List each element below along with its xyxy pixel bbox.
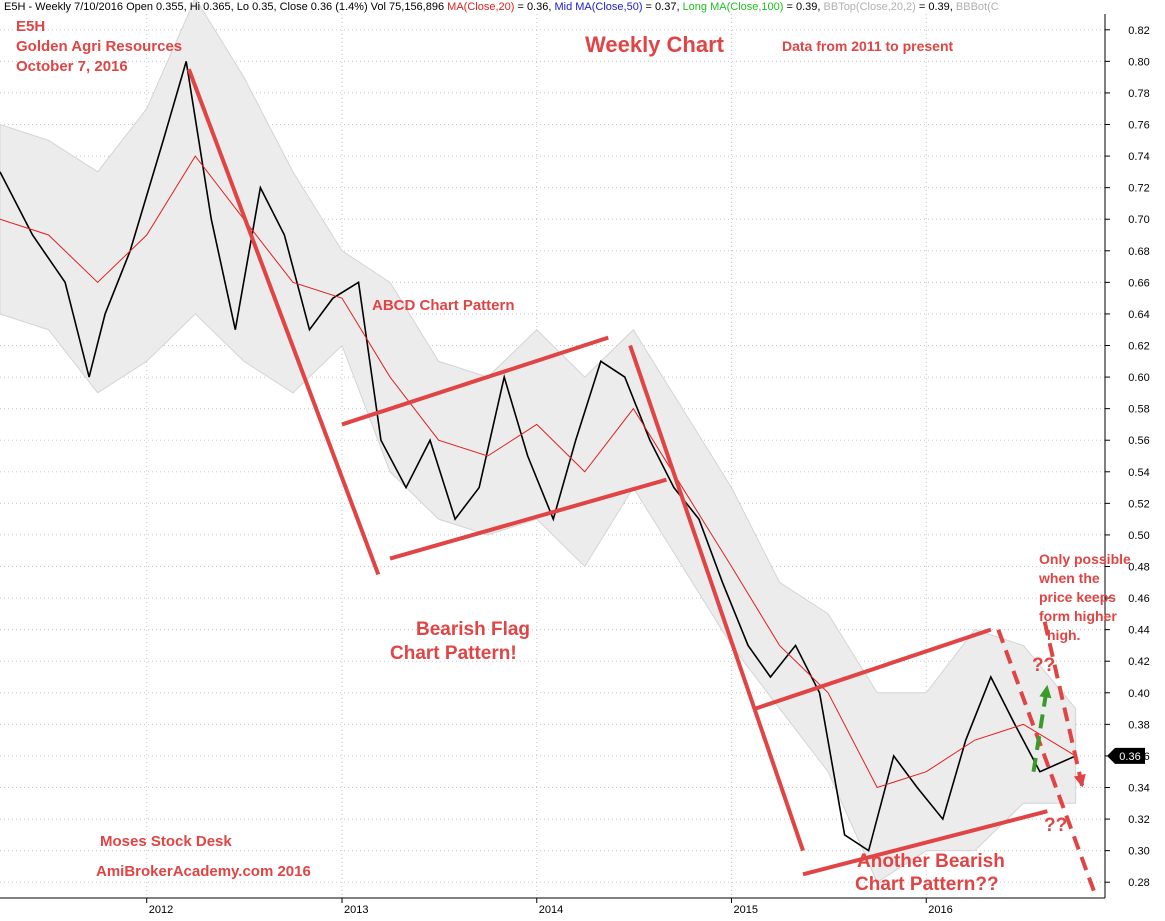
- y-tick-label: 0.42: [1128, 656, 1149, 668]
- desk-label: Moses Stock Desk: [100, 833, 232, 850]
- y-tick-label: 0.32: [1128, 814, 1149, 826]
- y-tick-label: 0.62: [1128, 341, 1149, 353]
- question-mark-up: ??: [1032, 655, 1056, 676]
- trendline-projection-1: [996, 628, 1099, 899]
- header-part-9: BBBot(C: [955, 1, 999, 13]
- x-tick-label: 2012: [149, 904, 173, 916]
- abcd-pattern-label: ABCD Chart Pattern: [372, 297, 515, 314]
- possible-note-line1: Only possible: [1039, 551, 1131, 567]
- header-part-2: = 0.36,: [514, 1, 555, 13]
- chart-subtitle: Data from 2011 to present: [782, 38, 954, 54]
- y-tick-label: 0.60: [1128, 372, 1149, 384]
- possible-note-line4: form higher: [1039, 608, 1117, 624]
- chart-title: Weekly Chart: [585, 32, 724, 57]
- price-line: [0, 61, 1076, 852]
- y-tick-label: 0.64: [1128, 309, 1149, 321]
- possible-note-line2: when the: [1039, 570, 1100, 586]
- header-part-1: MA(Close,20): [447, 1, 515, 13]
- bollinger-band-layer: [0, 0, 1077, 883]
- possible-note-line3: price keeps: [1039, 589, 1117, 605]
- company-label: Golden Agri Resources: [16, 38, 183, 55]
- trendline-flag-1-upper: [341, 335, 609, 427]
- trendline-flagpole-1: [187, 68, 381, 576]
- y-tick-label: 0.44: [1128, 625, 1149, 637]
- date-label: October 7, 2016: [16, 58, 128, 75]
- question-mark-down: ??: [1044, 815, 1068, 836]
- header-part-5: Long MA(Close,100): [682, 1, 784, 13]
- trendline-flag-2-upper: [754, 627, 992, 711]
- y-tick-label: 0.46: [1128, 593, 1149, 605]
- ticker-label: E5H: [16, 18, 46, 35]
- y-tick-label: 0.50: [1128, 530, 1149, 542]
- axis-layer: 0.82 0.80 0.78 0.76 0.74 0.72 0.70 0.68 0.66 0.64…: [0, 14, 1150, 916]
- y-tick-label: 0.38: [1128, 719, 1149, 731]
- x-tick-label: 2013: [344, 904, 368, 916]
- arrowhead-breakout-arrow: [1039, 684, 1052, 699]
- bearish-flag-label-line2: Chart Pattern!: [390, 643, 517, 664]
- site-label: AmiBrokerAcademy.com 2016: [96, 863, 311, 880]
- header-part-3: Mid MA(Close,50): [554, 1, 643, 13]
- trendline-layer: [187, 68, 1099, 899]
- trendline-flag-2-lower: [802, 809, 1048, 877]
- y-tick-label: 0.74: [1128, 151, 1149, 163]
- y-tick-label: 0.34: [1128, 783, 1149, 795]
- y-tick-label: 0.52: [1128, 498, 1149, 510]
- price-line-layer: [0, 61, 1076, 852]
- y-tick-label: 0.58: [1128, 404, 1149, 416]
- current-price-label: 0.36: [1119, 751, 1140, 763]
- y-tick-label: 0.76: [1128, 120, 1149, 132]
- header-part-7: BBTop(Close,20,2): [823, 1, 916, 13]
- y-tick-label: 0.30: [1128, 846, 1149, 858]
- header-part-8: = 0.39,: [915, 1, 956, 13]
- x-tick-label: 2014: [539, 904, 563, 916]
- current-price-marker: [1107, 747, 1145, 764]
- y-tick-label: 0.54: [1128, 467, 1149, 479]
- bollinger-band: [0, 0, 1077, 883]
- y-tick-label: 0.82: [1128, 25, 1149, 37]
- trendline-flag-1-lower: [389, 477, 667, 561]
- y-tick-label: 0.56: [1128, 435, 1149, 447]
- header-part-4: = 0.37,: [642, 1, 683, 13]
- trendline-breakout-arrow: [1031, 684, 1050, 773]
- x-tick-label: 2015: [734, 904, 758, 916]
- y-tick-label: 0.40: [1128, 688, 1149, 700]
- arrowhead-projection-2: [1073, 773, 1086, 788]
- chart-header: E5H - Weekly 7/10/2016 Open 0.355, Hi 0.…: [4, 1, 999, 13]
- trendline-flagpole-2: [628, 344, 805, 852]
- y-tick-label: 0.80: [1128, 56, 1149, 68]
- moving-average-layer: [0, 155, 1076, 789]
- y-tick-label: 0.66: [1128, 277, 1149, 289]
- another-bearish-label-line2: Chart Pattern??: [855, 874, 999, 895]
- y-tick-label: 0.48: [1128, 562, 1149, 574]
- ma20-line: [0, 155, 1076, 789]
- x-tick-label: 2016: [928, 904, 952, 916]
- y-tick-label: 0.78: [1128, 88, 1149, 100]
- y-tick-label: 0.68: [1128, 246, 1149, 258]
- trendline-projection-2: [1042, 621, 1085, 788]
- possible-note-line5: high.: [1047, 627, 1081, 643]
- bearish-flag-label-line1: Bearish Flag: [416, 619, 531, 640]
- y-tick-label: 0.72: [1128, 183, 1149, 195]
- y-tick-label: 0.28: [1128, 877, 1149, 889]
- header-part-6: = 0.39,: [783, 1, 824, 13]
- y-tick-label: 0.70: [1128, 214, 1149, 226]
- header-part-0: E5H - Weekly 7/10/2016 Open 0.355, Hi 0.…: [4, 1, 448, 13]
- another-bearish-label-line1: Another Bearish: [857, 851, 1005, 872]
